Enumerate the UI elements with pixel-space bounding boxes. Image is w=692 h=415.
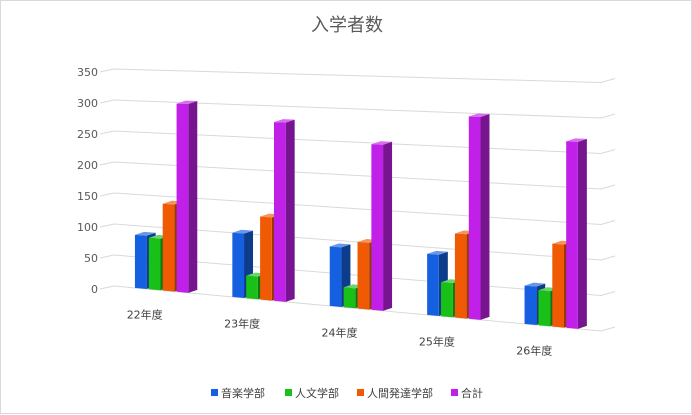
bar-front [343,287,356,309]
gridline [99,68,616,84]
y-tick-label: 350 [77,66,98,79]
bar-top [273,119,295,123]
bar-front [371,144,384,311]
legend-item: 合計 [451,386,483,400]
bar-front [232,232,245,299]
bar-top [427,250,448,255]
bar-top [468,113,490,117]
bar-side [188,101,198,293]
bar-front [176,103,189,293]
x-category-label: 22年度 [127,308,163,322]
y-tick-label: 100 [77,221,98,234]
bar-top [566,138,587,142]
x-category-label: 23年度 [224,317,260,331]
y-tick-label: 50 [84,252,98,265]
bar-side [480,113,490,320]
bars [134,100,587,329]
bar-合計-24年度 [371,141,393,311]
gridline [99,130,616,155]
bar-front [246,275,258,300]
bar-front [148,237,161,291]
x-category-label: 26年度 [516,344,552,358]
x-category-label: 24年度 [322,326,358,340]
bar-front [260,216,272,301]
bar-front [524,285,537,326]
chart-title: 入学者数 [311,15,383,36]
y-tick-label: 300 [77,97,98,110]
x-axis-categories: 22年度 23年度 24年度 25年度 26年度 [127,308,553,358]
bar-front [357,242,370,310]
bar-front [134,234,147,290]
legend-swatch [357,389,364,396]
y-tick-label: 150 [77,190,98,203]
bar-top [524,282,546,287]
gridline [99,161,616,190]
bar-top [329,243,351,248]
bar-合計-22年度 [176,100,198,293]
bar-合計-26年度 [566,138,587,329]
bar-top [134,231,156,236]
legend-label: 音楽学部 [221,386,265,400]
y-tick-label: 250 [77,128,98,141]
bar-side [285,119,295,302]
gridline [99,192,616,226]
legend-label: 人文学部 [295,386,339,400]
bar-front [552,243,564,328]
legend-swatch [211,389,218,396]
x-category-label: 25年度 [419,335,455,349]
bar-front [273,122,286,302]
y-axis-ticks: 0 50 100 150 200 250 300 350 [77,66,98,296]
bar-front [162,203,175,292]
legend-swatch [451,389,458,396]
legend-swatch [285,389,292,396]
legend-item: 音楽学部 [211,386,265,400]
bar-front [468,116,481,320]
y-tick-label: 200 [77,159,98,172]
bar-front [427,253,439,317]
legend: 音楽学部 人文学部 人間発達学部 合計 [211,386,483,400]
bar-front [566,141,578,329]
bar-top [176,100,198,105]
bar-side [383,141,393,311]
bar-front [454,233,467,319]
bar-top [371,141,393,145]
bar-front [329,246,342,308]
gridline [99,99,616,119]
legend-label: 人間発達学部 [367,386,433,400]
y-tick-label: 0 [91,283,98,296]
bar-front [441,282,453,318]
legend-item: 人間発達学部 [357,386,433,400]
bar-合計-25年度 [468,113,490,320]
bar-top [232,229,254,234]
bar-front [538,290,551,327]
legend-item: 人文学部 [285,386,339,400]
bar-合計-23年度 [273,119,295,302]
legend-label: 合計 [461,386,483,400]
bar-side [577,138,587,329]
